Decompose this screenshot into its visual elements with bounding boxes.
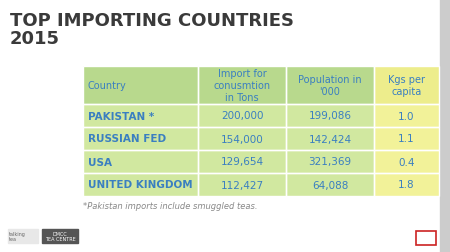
Bar [83, 173, 198, 196]
Text: 64,088: 64,088 [312, 180, 348, 190]
Bar [83, 150, 198, 173]
Text: 1.1: 1.1 [398, 134, 415, 144]
Bar [374, 173, 439, 196]
Bar [286, 128, 374, 150]
Bar [286, 173, 374, 196]
Bar [374, 67, 439, 105]
Bar [83, 67, 198, 105]
Text: Kgs per
capita: Kgs per capita [388, 75, 425, 97]
Bar [198, 150, 286, 173]
Text: Country: Country [88, 81, 127, 91]
Bar [286, 67, 374, 105]
Bar [198, 150, 286, 173]
Bar [42, 229, 78, 243]
Bar [416, 231, 436, 245]
Bar [286, 150, 374, 173]
Text: 112,427: 112,427 [220, 180, 264, 190]
Text: DMCC
TEA CENTRE: DMCC TEA CENTRE [45, 231, 76, 241]
Text: 1: 1 [423, 233, 429, 243]
Bar [374, 105, 439, 128]
Bar [286, 173, 374, 196]
Text: UNITED KINGDOM: UNITED KINGDOM [88, 180, 193, 190]
Bar [286, 128, 374, 150]
Text: TOP IMPORTING COUNTRIES: TOP IMPORTING COUNTRIES [10, 12, 294, 30]
Bar [83, 150, 198, 173]
Text: 321,369: 321,369 [308, 157, 351, 167]
Bar [198, 173, 286, 196]
Bar [198, 173, 286, 196]
Bar [198, 105, 286, 128]
Text: 2015: 2015 [10, 30, 60, 48]
Bar [83, 105, 198, 128]
Bar [374, 67, 439, 105]
Text: 142,424: 142,424 [308, 134, 351, 144]
Bar [286, 67, 374, 105]
Text: 0.4: 0.4 [398, 157, 415, 167]
Text: *Pakistan imports include smuggled teas.: *Pakistan imports include smuggled teas. [83, 201, 257, 210]
Text: Population in
'000: Population in '000 [298, 75, 362, 97]
Text: Import for
conusmtion
in Tons: Import for conusmtion in Tons [213, 68, 270, 103]
Bar [83, 67, 198, 105]
Bar [83, 128, 198, 150]
Bar [374, 128, 439, 150]
Bar [83, 105, 198, 128]
Bar [374, 105, 439, 128]
Bar [198, 128, 286, 150]
Bar [198, 128, 286, 150]
Bar [286, 105, 374, 128]
Text: 129,654: 129,654 [220, 157, 264, 167]
Bar [440, 0, 450, 252]
Text: 1.8: 1.8 [398, 180, 415, 190]
Bar [374, 128, 439, 150]
Bar [374, 150, 439, 173]
Text: RUSSIAN FED: RUSSIAN FED [88, 134, 166, 144]
Bar [374, 173, 439, 196]
Text: 154,000: 154,000 [220, 134, 263, 144]
Text: talking
tea: talking tea [9, 231, 26, 241]
Bar [198, 67, 286, 105]
Bar [198, 105, 286, 128]
Text: 200,000: 200,000 [221, 111, 263, 121]
Bar [83, 128, 198, 150]
Text: 199,086: 199,086 [309, 111, 351, 121]
Bar [374, 150, 439, 173]
Bar [83, 173, 198, 196]
Bar [286, 105, 374, 128]
Text: PAKISTAN *: PAKISTAN * [88, 111, 154, 121]
Text: 1.0: 1.0 [398, 111, 415, 121]
Bar [8, 229, 38, 243]
Text: USA: USA [88, 157, 112, 167]
Bar [286, 150, 374, 173]
Bar [198, 67, 286, 105]
